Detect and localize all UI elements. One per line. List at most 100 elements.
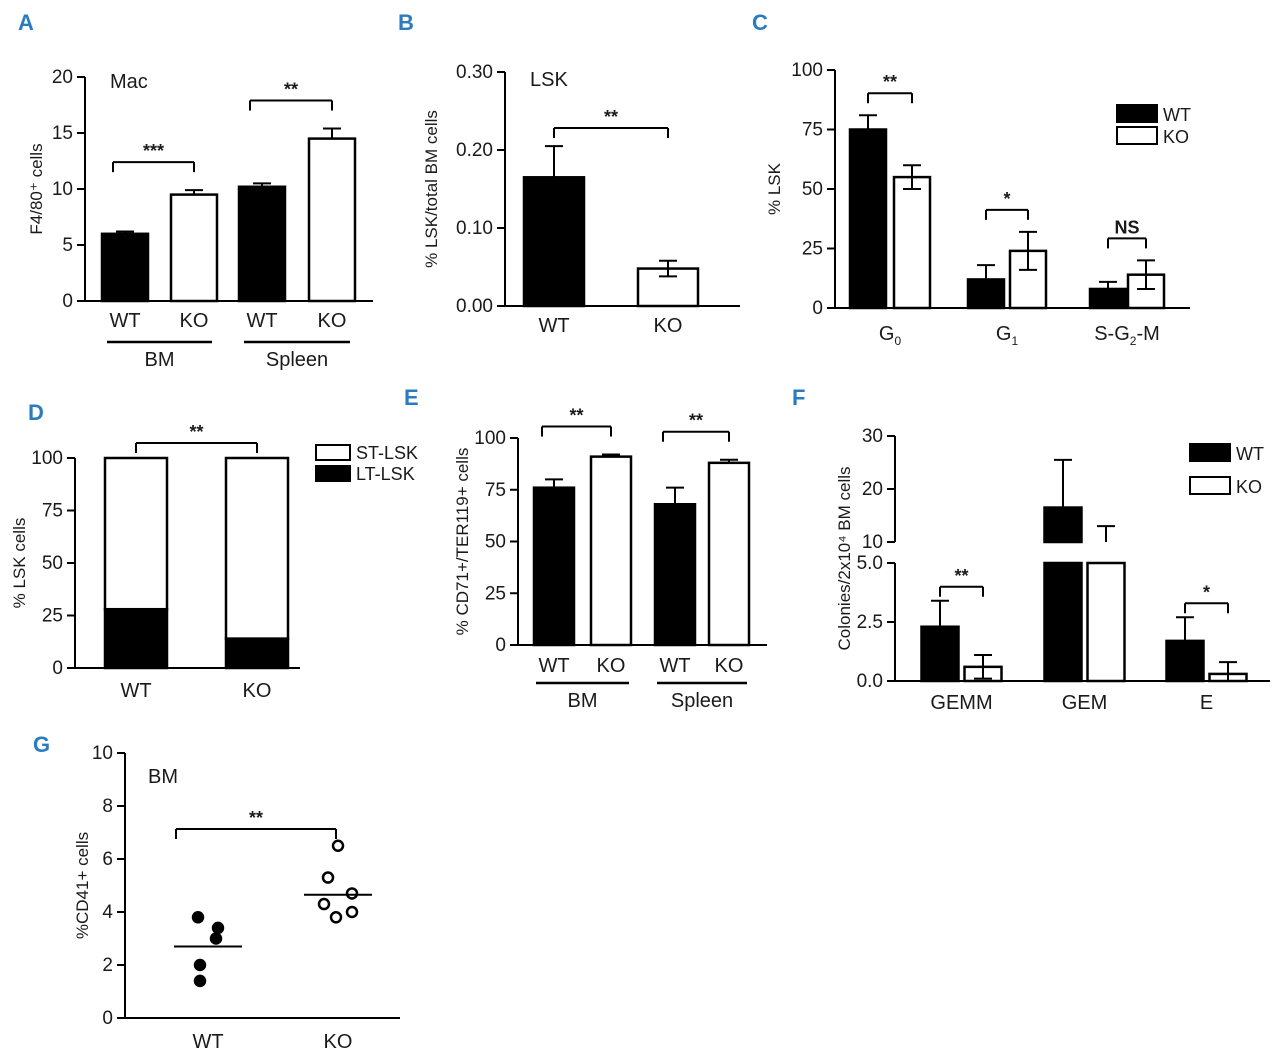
y-tick-label: 0 <box>102 1008 113 1029</box>
bar-wt-lower <box>1043 561 1083 683</box>
panel-letter-D: D <box>28 400 44 425</box>
y-tick-label: 50 <box>802 179 823 200</box>
point-ko <box>345 905 359 919</box>
bar-wt <box>653 502 697 647</box>
x-tick-label: WT <box>120 680 151 702</box>
y-tick-label: 25 <box>485 583 506 604</box>
significance-bracket-label: ** <box>689 411 703 431</box>
panel-b: B 0.00 0.10 0.20 0.30 % LSK/total BM cells WT K… <box>398 10 740 337</box>
x-tick-label: GEM <box>1062 692 1108 714</box>
y-tick-label: 0.0 <box>857 671 883 692</box>
y-tick-label: 0.10 <box>456 218 493 239</box>
panel-e: E 0 25 50 75 100% CD71+/TER119+ cells WT KO WT KO… <box>404 385 767 712</box>
y-tick-label: 5.0 <box>857 553 883 574</box>
y-tick-label: 10 <box>52 179 73 200</box>
legend-swatch <box>1116 104 1158 123</box>
y-tick-label: 15 <box>52 123 73 144</box>
bar-wt-upper <box>1043 506 1083 544</box>
legend-swatch <box>1116 126 1158 145</box>
group-label: Spleen <box>266 349 328 371</box>
point-wt <box>193 958 207 972</box>
bar-wt <box>1088 287 1128 310</box>
y-tick-label: 10 <box>92 743 113 764</box>
significance-bracket-label: ** <box>883 72 897 92</box>
x-tick-label: WT <box>246 310 277 332</box>
legend-label: WT <box>1163 105 1191 125</box>
significance-bracket-label: NS <box>1114 217 1139 237</box>
panel-inner-label: Mac <box>110 71 148 93</box>
y-tick-label: 2 <box>102 955 113 976</box>
point-wt <box>211 921 225 935</box>
y-tick-label: 100 <box>474 428 506 449</box>
bar-ko <box>307 137 357 303</box>
point-ko <box>321 871 335 884</box>
y-tick-label: 75 <box>802 120 823 141</box>
group-label: Spleen <box>671 690 733 712</box>
significance-bracket-label: * <box>1203 582 1210 602</box>
y-tick-label: 75 <box>42 501 63 522</box>
group-label: BM <box>145 349 175 371</box>
y-tick-label: 2.5 <box>857 612 883 633</box>
y-tick-label: 50 <box>485 532 506 553</box>
point-ko <box>329 911 343 924</box>
legend-swatch <box>315 465 351 482</box>
y-tick-label: 4 <box>102 902 113 923</box>
panel-letter-F: F <box>792 385 805 410</box>
x-tick-label: KO <box>597 655 626 677</box>
legend-label: LT-LSK <box>356 464 415 484</box>
group-label: BM <box>568 690 598 712</box>
x-tick-label: WT <box>659 655 690 677</box>
x-tick-label: KO <box>324 1031 353 1053</box>
x-tick-label: KO <box>715 655 744 677</box>
y-axis-label: F4/80⁺ cells <box>27 143 46 234</box>
x-tick-label: E <box>1200 692 1213 714</box>
panel-letter-B: B <box>398 10 414 35</box>
legend-swatch <box>1189 443 1231 462</box>
y-tick-label: 0 <box>52 658 63 679</box>
y-tick-label: 0 <box>62 291 73 312</box>
bar-wt <box>100 232 150 303</box>
bar-st-lsk <box>224 456 290 640</box>
significance-bracket-label: ** <box>604 107 618 127</box>
y-axis-label: %CD41+ cells <box>73 832 92 939</box>
y-tick-label: 75 <box>485 480 506 501</box>
significance-bracket-label: ** <box>954 566 968 586</box>
x-tick-label: G0 <box>879 323 902 348</box>
x-tick-label: KO <box>180 310 209 332</box>
significance-bracket-label: ** <box>284 80 298 100</box>
x-tick-label: S-G2-M <box>1094 323 1160 348</box>
y-axis-label: % CD71+/TER119+ cells <box>453 448 472 636</box>
point-ko <box>345 887 359 900</box>
y-tick-label: 0.00 <box>456 296 493 317</box>
bar-wt <box>522 176 586 308</box>
x-tick-label: KO <box>654 315 683 337</box>
y-tick-label: 0 <box>495 635 506 656</box>
panel-inner-label: LSK <box>530 69 568 91</box>
legend-label: KO <box>1163 127 1189 147</box>
y-axis-label: % LSK <box>765 162 784 215</box>
significance-bracket-label: ** <box>569 406 583 426</box>
legend-label: WT <box>1236 444 1264 464</box>
y-tick-label: 25 <box>42 606 63 627</box>
x-tick-label: KO <box>243 680 272 702</box>
y-tick-label: 0 <box>812 298 823 319</box>
panel-letter-C: C <box>752 10 768 35</box>
panel-f: F 0.0 2.5 5.010 20 30 Colonies/2x10⁴ BM cells G… <box>792 385 1270 714</box>
point-ko <box>317 897 331 911</box>
significance-bracket-label: ** <box>189 422 203 442</box>
bar-lt-lsk <box>103 607 169 670</box>
legend-label: KO <box>1236 477 1262 497</box>
y-tick-label: 30 <box>862 426 883 447</box>
y-tick-label: 5 <box>62 235 73 256</box>
legend-label: ST-LSK <box>356 443 418 463</box>
y-tick-label: 20 <box>52 67 73 88</box>
point-ko <box>331 839 345 852</box>
significance-bracket-label: *** <box>143 141 164 161</box>
legend-swatch <box>1189 476 1231 495</box>
bar-wt <box>237 185 287 303</box>
y-tick-label: 100 <box>791 60 823 81</box>
bar-ko <box>169 193 219 303</box>
